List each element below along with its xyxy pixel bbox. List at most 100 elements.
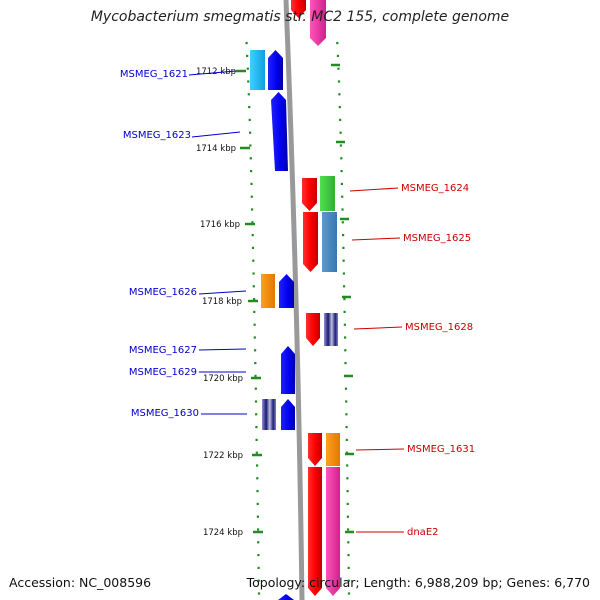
track-dot xyxy=(255,451,258,454)
leader-line xyxy=(198,348,247,351)
gene-feature[interactable] xyxy=(278,594,294,600)
track-dot xyxy=(346,515,349,518)
track-dot xyxy=(339,131,342,134)
gene-feature[interactable] xyxy=(306,313,320,346)
gene-feature[interactable] xyxy=(262,399,276,430)
track-dot xyxy=(340,182,343,185)
track-dot xyxy=(255,413,258,416)
gene-label[interactable]: MSMEG_1623 xyxy=(123,130,191,141)
track-dot xyxy=(347,528,350,531)
track-dot xyxy=(246,67,249,70)
track-dot xyxy=(257,541,260,544)
track-dot xyxy=(257,592,261,595)
track-dot xyxy=(341,208,344,211)
track-dot xyxy=(257,579,260,582)
track-dot xyxy=(248,118,251,121)
track-dot xyxy=(254,387,257,390)
track-dot xyxy=(251,221,254,224)
ruler-label: 1722 kbp xyxy=(203,451,243,461)
gene-label[interactable]: MSMEG_1621 xyxy=(120,69,188,80)
gene-label[interactable]: MSMEG_1626 xyxy=(129,287,197,298)
leader-line xyxy=(198,290,247,295)
track-dot xyxy=(338,106,341,109)
track-dot xyxy=(347,566,350,569)
track-dot xyxy=(250,182,253,185)
track-dot xyxy=(254,362,257,365)
ruler-label: 1716 kbp xyxy=(200,220,240,230)
genome-backbone xyxy=(283,0,305,600)
gene-label[interactable]: MSMEG_1627 xyxy=(129,345,197,356)
gene-feature[interactable] xyxy=(271,92,288,171)
track-dot xyxy=(336,54,339,57)
gene-label[interactable]: dnaE2 xyxy=(407,527,439,538)
gene-feature[interactable] xyxy=(250,50,265,90)
track-dot xyxy=(346,502,349,505)
gene-feature[interactable] xyxy=(326,467,340,596)
track-dot xyxy=(338,93,341,96)
track-dot xyxy=(249,157,252,160)
gene-feature[interactable] xyxy=(308,467,322,596)
track-dot xyxy=(255,426,258,429)
gene-feature[interactable] xyxy=(281,346,295,394)
gene-label[interactable]: MSMEG_1625 xyxy=(403,233,471,244)
gene-feature[interactable] xyxy=(320,176,335,211)
track-dot xyxy=(344,336,347,339)
track-dot xyxy=(339,144,342,147)
track-dot xyxy=(345,438,348,441)
gene-label[interactable]: MSMEG_1628 xyxy=(405,322,473,333)
track-dot xyxy=(254,349,257,352)
gene-label[interactable]: MSMEG_1631 xyxy=(407,444,475,455)
track-dot xyxy=(344,387,348,390)
gene-feature[interactable] xyxy=(291,0,306,18)
track-dot xyxy=(341,195,344,198)
track-dot xyxy=(339,118,342,121)
track-dot xyxy=(252,259,255,262)
gene-label[interactable]: MSMEG_1630 xyxy=(131,408,199,419)
gene-feature[interactable] xyxy=(302,178,317,211)
track-dot xyxy=(341,221,344,224)
track-dot xyxy=(252,272,255,275)
genome-info-text: Topology: circular; Length: 6,988,209 bp… xyxy=(246,575,590,590)
track-dot xyxy=(251,234,254,237)
gene-feature[interactable] xyxy=(324,313,338,346)
track-dot xyxy=(257,528,260,531)
track-dot xyxy=(257,566,260,569)
gene-feature[interactable] xyxy=(308,433,322,466)
track-dot xyxy=(343,298,346,301)
accession-text: Accession: NC_008596 xyxy=(9,575,152,590)
gene-label[interactable]: MSMEG_1624 xyxy=(401,183,469,194)
gene-feature[interactable] xyxy=(326,433,340,466)
gene-label[interactable]: MSMEG_1629 xyxy=(129,367,197,378)
track-dot xyxy=(256,490,259,493)
gene-feature[interactable] xyxy=(322,212,337,272)
track-dot xyxy=(255,438,258,441)
gene-feature[interactable] xyxy=(303,212,318,272)
gene-feature[interactable] xyxy=(281,399,295,430)
leader-line xyxy=(351,237,401,241)
gene-feature[interactable] xyxy=(279,274,294,308)
track-dot xyxy=(248,106,251,109)
leader-line xyxy=(349,187,399,192)
track-dot xyxy=(247,93,250,96)
leader-line xyxy=(353,326,403,330)
track-dot xyxy=(346,477,349,480)
track-dot xyxy=(347,592,351,595)
ruler-label: 1718 kbp xyxy=(202,297,242,307)
track-dot xyxy=(345,426,348,429)
track-dot xyxy=(245,42,248,45)
track-dot xyxy=(254,374,257,377)
gene-feature[interactable] xyxy=(310,0,326,46)
ruler-ticks xyxy=(236,63,354,534)
track-dot xyxy=(343,310,346,313)
track-dot xyxy=(346,490,349,493)
track-dot xyxy=(342,246,345,249)
ruler-label: 1712 kbp xyxy=(196,67,236,77)
track-dot xyxy=(343,323,346,326)
track-dot xyxy=(249,144,252,147)
gene-feature[interactable] xyxy=(261,274,275,308)
leader-line xyxy=(188,70,237,76)
track-dot xyxy=(344,349,347,352)
gene-feature[interactable] xyxy=(268,50,283,90)
track-dot xyxy=(251,208,254,211)
track-dot xyxy=(256,515,259,518)
